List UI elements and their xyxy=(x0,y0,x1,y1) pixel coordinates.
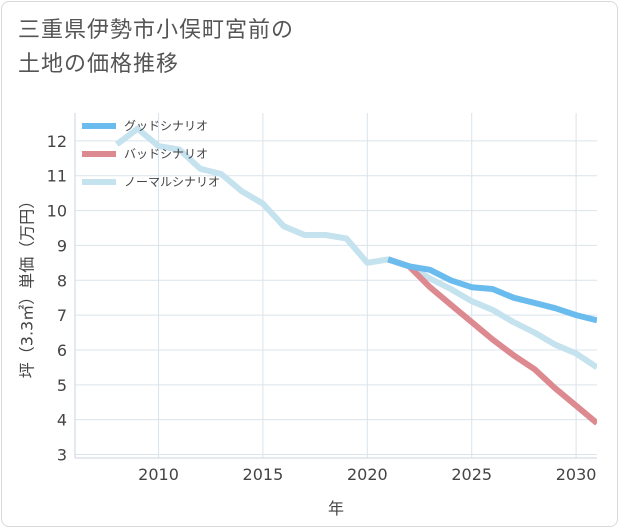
tick-labels: 3 4 5 6 7 8 9 10 11 12 2010 2015 2020 2025 2030 xyxy=(47,132,597,484)
y-tick-label: 5 xyxy=(57,376,67,395)
legend-label: ノーマルシナリオ xyxy=(124,175,220,189)
series-lines xyxy=(114,125,597,426)
x-tick-label: 2010 xyxy=(138,465,179,484)
grid-lines xyxy=(74,113,597,459)
x-axis-title: 年 xyxy=(328,499,344,518)
x-tick-label: 2015 xyxy=(243,465,284,484)
x-tick-label: 2020 xyxy=(347,465,388,484)
y-tick-label: 9 xyxy=(57,236,67,255)
chart-title-line2: 土地の価格推移 xyxy=(18,52,180,77)
x-tick-label: 2030 xyxy=(556,465,597,484)
y-axis-title: 坪（3.3㎡）単価（万円） xyxy=(18,193,37,378)
y-tick-label: 8 xyxy=(57,271,67,290)
y-tick-label: 3 xyxy=(57,446,67,465)
chart-title: 三重県伊勢市小俣町宮前の 土地の価格推移 xyxy=(18,14,438,82)
x-tick-label: 2025 xyxy=(451,465,492,484)
series-line-0 xyxy=(387,256,597,324)
y-tick-label: 7 xyxy=(57,306,67,325)
y-tick-label: 11 xyxy=(47,167,67,186)
series-line-2 xyxy=(114,125,597,370)
y-tick-label: 10 xyxy=(47,202,67,221)
y-tick-label: 6 xyxy=(57,341,67,360)
chart-title-line1: 三重県伊勢市小俣町宮前の xyxy=(18,18,295,43)
series-line-1 xyxy=(387,256,597,426)
legend-label: グッドシナリオ xyxy=(124,119,208,133)
y-tick-label: 12 xyxy=(47,132,67,151)
y-tick-label: 4 xyxy=(57,411,67,430)
legend-label: バッドシナリオ xyxy=(124,147,208,161)
